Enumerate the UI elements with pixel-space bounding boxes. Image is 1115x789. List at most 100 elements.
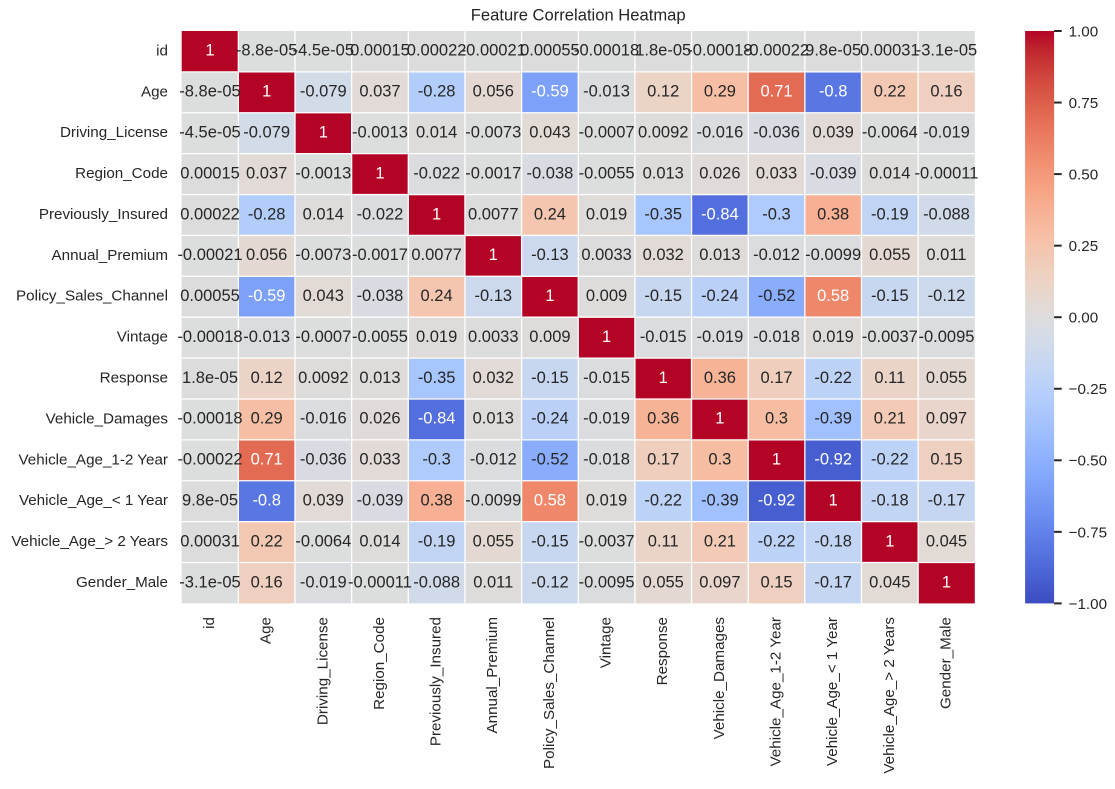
svg-text:-0.13: -0.13 (474, 287, 512, 305)
svg-text:0.22: 0.22 (251, 532, 283, 550)
svg-text:0.75: 0.75 (1069, 95, 1099, 112)
svg-text:-0.013: -0.013 (243, 328, 290, 346)
svg-text:-0.13: -0.13 (531, 246, 569, 264)
svg-text:-0.0055: -0.0055 (352, 328, 408, 346)
svg-text:0.50: 0.50 (1069, 167, 1099, 184)
svg-text:0.16: 0.16 (930, 83, 962, 101)
svg-text:-0.18: -0.18 (871, 491, 909, 509)
svg-text:0.24: 0.24 (421, 287, 453, 305)
svg-text:0.17: 0.17 (760, 369, 792, 387)
svg-text:-0.0013: -0.0013 (352, 124, 408, 142)
svg-text:1.00: 1.00 (1069, 23, 1099, 40)
svg-text:-0.00022: -0.00022 (177, 451, 242, 469)
svg-text:0.11: 0.11 (874, 369, 905, 387)
svg-text:-0.0064: -0.0064 (862, 124, 918, 142)
svg-text:-0.036: -0.036 (753, 124, 800, 142)
svg-text:0.043: 0.043 (529, 124, 570, 142)
svg-text:Previously_Insured: Previously_Insured (428, 617, 445, 746)
svg-text:-0.018: -0.018 (753, 328, 800, 346)
svg-text:1: 1 (205, 42, 214, 60)
svg-text:1: 1 (375, 164, 384, 182)
svg-text:0.019: 0.019 (586, 491, 627, 509)
svg-text:−1.00: −1.00 (1069, 596, 1107, 613)
svg-text:0.055: 0.055 (643, 573, 684, 591)
svg-text:-0.59: -0.59 (531, 83, 569, 101)
svg-text:0.013: 0.013 (643, 164, 684, 182)
svg-text:-0.00021: -0.00021 (461, 42, 526, 60)
svg-text:0.013: 0.013 (699, 246, 740, 264)
svg-text:0.15: 0.15 (930, 451, 962, 469)
svg-text:0.056: 0.056 (473, 83, 514, 101)
svg-text:-0.39: -0.39 (701, 491, 739, 509)
svg-text:0.037: 0.037 (246, 164, 287, 182)
svg-text:0.055: 0.055 (926, 369, 967, 387)
svg-text:-0.0037: -0.0037 (862, 328, 918, 346)
svg-text:-0.15: -0.15 (644, 287, 682, 305)
svg-text:-0.019: -0.019 (696, 328, 743, 346)
svg-text:-0.0099: -0.0099 (805, 246, 861, 264)
svg-text:-0.12: -0.12 (928, 287, 966, 305)
svg-text:0.009: 0.009 (586, 287, 627, 305)
svg-text:0.00015: 0.00015 (180, 164, 240, 182)
svg-text:-0.039: -0.039 (810, 164, 857, 182)
svg-text:-0.015: -0.015 (583, 369, 630, 387)
svg-text:Response: Response (654, 617, 671, 685)
svg-text:-0.22: -0.22 (871, 451, 909, 469)
svg-text:-0.15: -0.15 (531, 369, 569, 387)
svg-text:-0.015: -0.015 (640, 328, 687, 346)
svg-text:-0.00011: -0.00011 (348, 573, 412, 591)
svg-text:1: 1 (885, 532, 894, 550)
svg-text:-0.0013: -0.0013 (295, 164, 351, 182)
svg-text:-0.0055: -0.0055 (579, 164, 635, 182)
svg-text:0.29: 0.29 (251, 410, 283, 428)
svg-text:0.039: 0.039 (303, 491, 344, 509)
svg-text:0.0033: 0.0033 (581, 246, 631, 264)
svg-text:0.17: 0.17 (647, 451, 679, 469)
svg-text:-0.8: -0.8 (819, 83, 847, 101)
svg-text:0.21: 0.21 (704, 532, 736, 550)
svg-text:0.019: 0.019 (416, 328, 457, 346)
svg-text:Vehicle_Damages: Vehicle_Damages (711, 617, 728, 740)
svg-text:-0.59: -0.59 (248, 287, 286, 305)
svg-text:0.38: 0.38 (817, 205, 849, 223)
svg-text:1: 1 (659, 369, 668, 387)
svg-text:0.013: 0.013 (473, 410, 514, 428)
svg-text:0.097: 0.097 (699, 573, 740, 591)
svg-text:Driving_License: Driving_License (314, 617, 331, 725)
svg-text:0.58: 0.58 (817, 287, 849, 305)
svg-text:-0.22: -0.22 (814, 369, 852, 387)
svg-text:-0.019: -0.019 (300, 573, 347, 591)
svg-text:0.00015: 0.00015 (350, 42, 410, 60)
svg-text:-0.00018: -0.00018 (687, 42, 752, 60)
svg-text:-3.1e-05: -3.1e-05 (916, 42, 977, 60)
svg-text:0.00022: 0.00022 (180, 205, 240, 223)
svg-text:Vehicle_Damages: Vehicle_Damages (46, 410, 169, 427)
svg-text:9.8e-05: 9.8e-05 (805, 42, 861, 60)
svg-text:-0.3: -0.3 (762, 205, 790, 223)
svg-text:0.3: 0.3 (765, 410, 788, 428)
svg-text:0.71: 0.71 (251, 451, 283, 469)
svg-text:-0.0064: -0.0064 (295, 532, 351, 550)
svg-text:-0.00018: -0.00018 (177, 328, 242, 346)
svg-text:0.013: 0.013 (359, 369, 400, 387)
svg-text:Vehicle_Age_< 1 Year: Vehicle_Age_< 1 Year (824, 617, 841, 766)
svg-text:-0.18: -0.18 (814, 532, 852, 550)
svg-text:Vehicle_Age_> 2 Years: Vehicle_Age_> 2 Years (881, 617, 898, 774)
svg-text:−0.25: −0.25 (1069, 381, 1107, 398)
svg-text:-0.22: -0.22 (758, 532, 796, 550)
svg-text:-0.52: -0.52 (758, 287, 796, 305)
svg-text:0.097: 0.097 (926, 410, 967, 428)
svg-text:-0.17: -0.17 (814, 573, 852, 591)
svg-text:-0.35: -0.35 (644, 205, 682, 223)
svg-text:Region_Code: Region_Code (75, 165, 168, 182)
svg-text:-0.012: -0.012 (753, 246, 800, 264)
svg-text:-0.92: -0.92 (758, 491, 796, 509)
svg-text:-0.0073: -0.0073 (465, 124, 521, 142)
svg-text:-0.35: -0.35 (418, 369, 456, 387)
svg-text:Gender_Male: Gender_Male (76, 574, 168, 591)
svg-text:0.21: 0.21 (874, 410, 906, 428)
svg-text:-0.079: -0.079 (243, 124, 290, 142)
svg-text:-0.088: -0.088 (413, 573, 460, 591)
svg-text:-0.28: -0.28 (248, 205, 286, 223)
svg-text:0.0092: 0.0092 (298, 369, 348, 387)
